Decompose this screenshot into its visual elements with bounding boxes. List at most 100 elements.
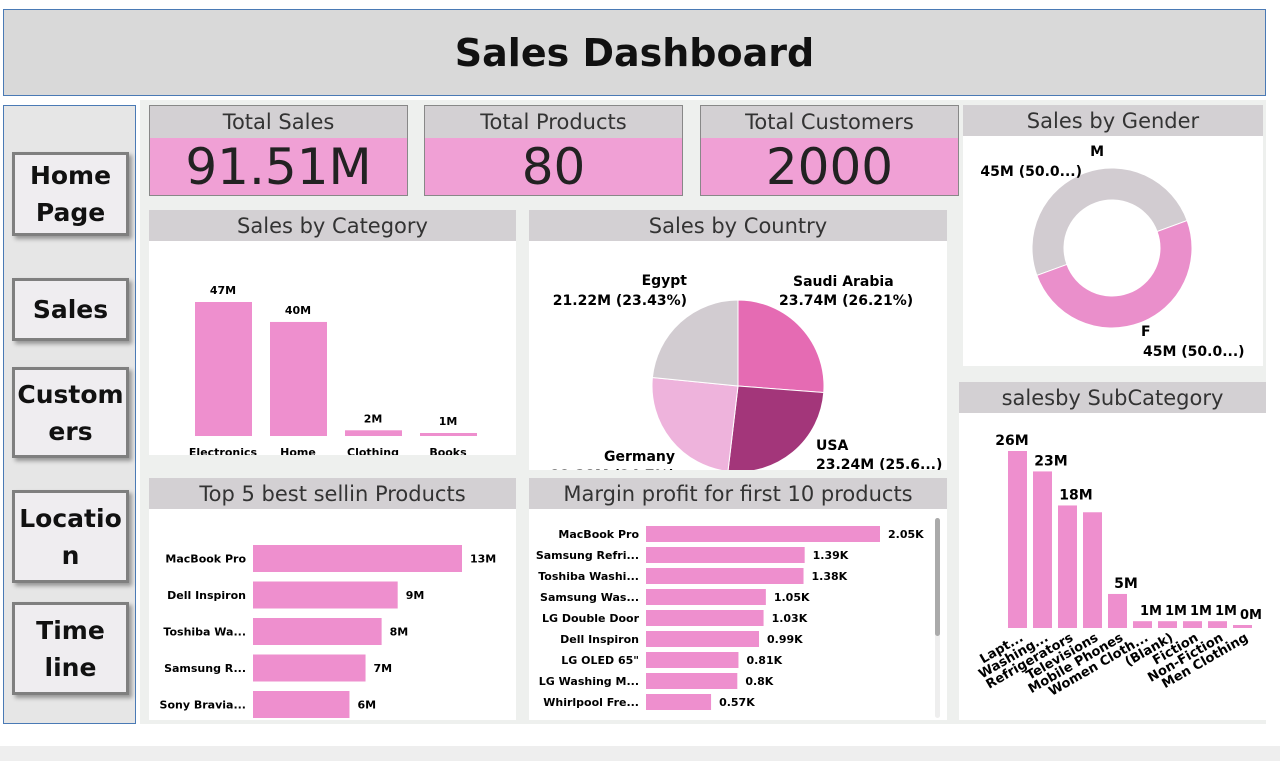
gender-donut-chart: M 45M (50.0...) F 45M (50.0...)	[980, 144, 1245, 360]
bar	[1183, 621, 1202, 628]
kpi-value: 80	[521, 137, 586, 196]
category-label: Dell Inspiron	[167, 589, 246, 602]
data-label: 21.22M (23.43%)	[553, 293, 687, 309]
data-label: 23.24M (25.6...)	[816, 457, 942, 470]
kpi-label: Total Products	[425, 106, 682, 138]
slice-usa	[727, 385, 825, 473]
category-label: Electronics	[189, 446, 258, 455]
bar	[646, 526, 880, 542]
category-label: Sony Bravia...	[160, 699, 246, 712]
bar	[1158, 621, 1177, 628]
scrollbar[interactable]	[935, 518, 940, 718]
bar	[646, 568, 804, 584]
top5-bar-chart: MacBook Pro 13M Dell Inspiron 9M Toshiba Wa.…	[160, 545, 496, 718]
category-label: Samsung Refri...	[536, 549, 639, 562]
subcategory-bar-chart: 26MLapt...23MWashing...18MRefrigeratorsT…	[976, 433, 1262, 700]
data-label: 23.74M (26.21%)	[779, 293, 913, 309]
category-label: LG Double Door	[542, 612, 640, 625]
nav-customers[interactable]: Custom ers	[12, 367, 129, 458]
nav-home-page[interactable]: Home Page	[12, 152, 129, 236]
category-label: Home	[280, 446, 316, 455]
data-label: 2M	[364, 412, 383, 425]
data-label: 1M	[1165, 604, 1187, 619]
data-label: 1.05K	[774, 591, 810, 604]
data-label: 6M	[357, 699, 376, 712]
data-label: 26M	[995, 433, 1028, 449]
panel-title: Margin profit for first 10 products	[529, 478, 947, 509]
bar	[646, 652, 739, 668]
data-label: 0.99K	[767, 633, 803, 646]
data-label: 7M	[374, 662, 393, 675]
category-label: MacBook Pro	[558, 528, 639, 541]
data-label: 1M	[1215, 604, 1237, 619]
bar	[1233, 625, 1252, 628]
category-label: Dell Inspiron	[560, 633, 639, 646]
data-label: 45M (50.0...)	[980, 164, 1082, 180]
kpi-total-customers: Total Customers 2000	[700, 105, 959, 196]
data-label: 0.57K	[719, 696, 755, 709]
data-label: 0M	[1240, 608, 1262, 623]
bar	[1058, 505, 1077, 628]
bottom-strip	[0, 746, 1280, 761]
bar	[1033, 471, 1052, 628]
slice-f	[1036, 219, 1193, 329]
nav-location[interactable]: Locatio n	[12, 490, 129, 583]
category-label: F	[1141, 324, 1151, 340]
slice-saudi-arabia	[737, 299, 825, 394]
data-label: 9M	[406, 589, 425, 602]
bar	[1133, 621, 1152, 628]
category-label: Saudi Arabia	[793, 274, 894, 290]
panel-title: Sales by Category	[149, 210, 516, 241]
bar	[646, 673, 738, 689]
panel-margin-profit: Margin profit for first 10 products MacB…	[529, 478, 947, 720]
panel-title: Sales by Gender	[963, 105, 1263, 136]
bar	[253, 618, 382, 645]
data-label: 13M	[470, 553, 496, 566]
bar	[253, 581, 398, 609]
slice-egypt	[651, 299, 739, 387]
margin-bar-chart: MacBook Pro 2.05K Samsung Refri... 1.39K Tos…	[536, 526, 924, 710]
bar	[646, 610, 764, 626]
category-bar-chart: 47MElectronics40MHomeAppliances2MClothin…	[189, 284, 477, 473]
kpi-label: Total Customers	[701, 106, 958, 138]
panel-sales-by-country: Sales by Country Saudi Arabia 23.74M (26.…	[529, 210, 947, 484]
data-label: 1.39K	[813, 549, 849, 562]
panel-title: Sales by Country	[529, 210, 947, 241]
scrollbar-thumb[interactable]	[935, 518, 940, 636]
panel-sales-by-gender: Sales by Gender M 45M (50.0...) F 45M (50.0…	[963, 105, 1263, 366]
panel-sales-by-category: Sales by Category 47MElectronics40MHomeA…	[149, 210, 516, 473]
bar	[1208, 621, 1227, 628]
data-label: 40M	[285, 304, 311, 317]
category-label: Germany	[604, 449, 675, 465]
data-label: 18M	[1059, 487, 1092, 503]
data-label: 1M	[439, 415, 458, 428]
kpi-total-products: Total Products 80	[424, 105, 683, 196]
data-label: 0.81K	[746, 654, 782, 667]
bar	[253, 691, 350, 718]
bar	[1108, 593, 1127, 628]
nav-sales[interactable]: Sales	[12, 278, 129, 341]
bar	[646, 589, 766, 605]
panel-sales-by-subcategory: salesby SubCategory 26M Lapt... 23M Washing…	[959, 382, 1266, 720]
kpi-total-sales: Total Sales 91.51M	[149, 105, 408, 196]
bar	[253, 654, 366, 682]
bar	[646, 547, 805, 563]
bar	[195, 302, 252, 436]
slice-germany	[651, 376, 739, 472]
data-label: 23M	[1034, 453, 1067, 469]
category-label: Samsung R...	[164, 662, 246, 675]
data-label: 45M (50.0...)	[1143, 344, 1245, 360]
slice-m	[1031, 167, 1188, 277]
category-label: MacBook Pro	[165, 553, 246, 566]
bar	[1083, 512, 1102, 628]
data-label: 47M	[210, 284, 236, 297]
nav-timeline[interactable]: Time line	[12, 602, 129, 695]
sidebar: Home Page Sales Custom ers Locatio n Tim…	[3, 105, 136, 724]
data-label: 22.38M (24.7%)	[551, 468, 675, 470]
bar	[345, 430, 402, 436]
kpi-value: 2000	[765, 137, 894, 196]
category-label: LG OLED 65"	[561, 654, 639, 667]
data-label: 8M	[390, 626, 409, 639]
panel-title: Top 5 best sellin Products	[149, 478, 516, 509]
panel-top5-products: Top 5 best sellin Products MacBook Pro 13…	[149, 478, 516, 720]
